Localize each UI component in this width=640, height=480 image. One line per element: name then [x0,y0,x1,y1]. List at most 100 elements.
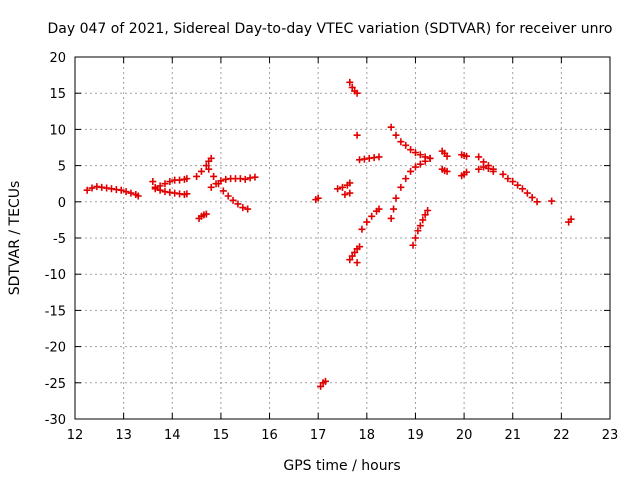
data-point [416,222,424,230]
data-point [224,192,232,200]
data-point [463,168,471,176]
data-point [314,194,322,202]
data-point [414,227,422,235]
y-tick-label: 10 [49,123,66,138]
series-arc8 [312,194,322,204]
data-point [166,178,174,186]
data-point [475,153,483,161]
data-point [499,170,507,178]
data-point [397,138,405,146]
series-arc15 [353,131,361,139]
data-point [183,190,191,198]
x-tick-label: 17 [310,428,327,443]
data-point [523,189,531,197]
data-point [463,152,471,160]
series-arc29 [565,215,575,226]
axis-ticks [74,56,611,420]
data-point [375,153,383,161]
y-tick-label: -30 [45,413,66,428]
series-arc14 [353,259,361,267]
data-point [443,167,451,175]
data-points [83,78,575,390]
series-arc11 [341,189,354,199]
series-arc5 [193,154,215,180]
data-point [149,178,157,186]
data-point [151,185,159,193]
data-point [341,191,349,199]
data-point [183,175,191,183]
data-point [156,182,164,190]
data-point [212,180,220,188]
data-point [161,180,169,188]
data-point [548,197,556,205]
x-tick-label: 15 [213,428,230,443]
data-point [443,152,451,160]
data-point [353,89,361,97]
data-point [239,204,247,212]
x-tick-label: 19 [407,428,424,443]
data-point [411,234,419,242]
data-point [127,189,135,197]
series-arc3 [151,175,191,193]
data-point [421,153,429,161]
data-point [219,187,227,195]
series-arc27 [499,170,541,206]
data-point [207,183,215,191]
x-tick-label: 16 [261,428,278,443]
x-tick-labels: 12 13 14 15 16 17 18 19 20 21 22 23 [67,428,619,443]
data-point [122,188,130,196]
x-tick-label: 12 [67,428,84,443]
data-point [407,167,415,175]
series-arc6 [205,165,252,213]
data-point [504,175,512,183]
data-point [351,248,359,256]
data-point [197,167,205,175]
data-point [348,252,356,260]
data-point [392,194,400,202]
x-tick-label: 13 [115,428,132,443]
data-point [234,200,242,208]
series-arc4 [195,210,210,222]
x-tick-label: 14 [164,428,181,443]
data-point [416,151,424,159]
data-point [475,165,483,173]
data-point [210,172,218,180]
data-point [528,193,536,201]
y-tick-label: -15 [45,304,66,319]
x-tick-label: 21 [504,428,521,443]
data-point [346,189,354,197]
data-point [217,177,225,185]
data-point [402,141,410,149]
data-point [375,205,383,213]
series-arc10 [334,179,354,193]
y-tick-label: 0 [58,196,66,211]
x-tick-label: 22 [553,428,570,443]
data-point [334,185,342,193]
series-arc7 [207,173,259,191]
series-arc23 [458,151,471,160]
data-point [489,167,497,175]
data-point [244,205,252,213]
data-point [207,154,215,162]
x-tick-label: 18 [359,428,376,443]
data-point [356,243,364,251]
data-point [358,225,366,233]
data-point [202,162,210,170]
data-point [353,259,361,267]
series-arc19 [387,123,434,162]
series-arc13 [346,243,364,264]
data-point [193,172,201,180]
data-point [363,218,371,226]
data-point [317,382,325,390]
chart-title: Day 047 of 2021, Sidereal Day-to-day VTE… [48,21,613,37]
data-point [339,183,346,191]
data-point [353,131,361,139]
data-point [346,78,354,86]
series-arc22 [438,165,451,175]
series-arc24 [458,168,471,180]
data-point [426,154,434,162]
data-point [202,210,210,218]
data-point [480,163,488,171]
data-point [421,211,429,219]
data-point [407,146,415,154]
